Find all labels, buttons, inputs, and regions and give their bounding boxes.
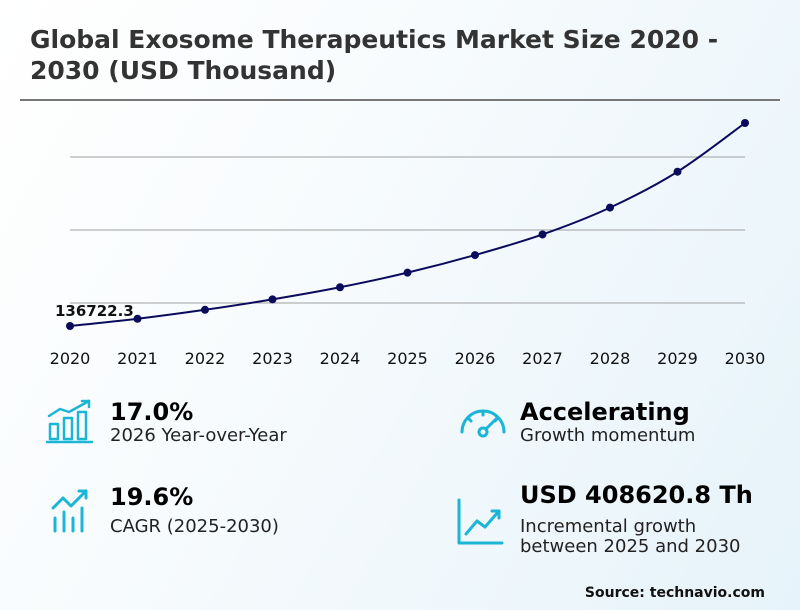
metric-momentum-value: Accelerating — [520, 398, 690, 426]
data-point-2026 — [471, 251, 479, 260]
data-point-2027 — [538, 230, 547, 239]
metric-incremental-label-1: Incremental growth — [520, 516, 697, 537]
data-point-2022 — [201, 305, 209, 314]
speedometer-icon — [460, 409, 506, 438]
x-tick-2021: 2021 — [117, 349, 158, 368]
title-divider — [20, 99, 780, 101]
metric-cagr-value: 19.6% — [110, 483, 194, 511]
x-tick-2030: 2030 — [725, 349, 766, 368]
metric-momentum: Accelerating Growth momentum — [520, 398, 695, 446]
x-tick-2025: 2025 — [387, 349, 428, 368]
metric-yoy: 17.0% 2026 Year-over-Year — [110, 398, 287, 446]
x-tick-2022: 2022 — [185, 349, 226, 368]
data-point-2030 — [741, 119, 749, 127]
x-tick-2026: 2026 — [455, 349, 496, 368]
data-point-2021 — [133, 314, 142, 323]
trend-bars-icon — [51, 489, 88, 533]
data-points — [66, 119, 749, 330]
bar-chart-growth-icon — [46, 399, 94, 444]
metric-incremental-label-2: between 2025 and 2030 — [520, 536, 741, 557]
data-label-2020: 136722.3 — [55, 302, 134, 320]
data-point-2025 — [403, 268, 412, 277]
metric-yoy-value: 17.0% — [110, 398, 194, 426]
line-chart: 2020 2021 2022 2023 2024 2025 2026 2027 2028 2029… — [50, 119, 766, 368]
line-chart-icon — [457, 498, 504, 545]
x-tick-2028: 2028 — [590, 349, 631, 368]
series-line — [69, 122, 746, 327]
gridlines — [70, 156, 745, 304]
x-tick-2027: 2027 — [522, 349, 563, 368]
x-tick-2020: 2020 — [50, 349, 91, 368]
source-credit: Source: technavio.com — [584, 585, 765, 601]
x-tick-2023: 2023 — [252, 349, 293, 368]
x-axis-ticks: 2020 2021 2022 2023 2024 2025 2026 2027 2028 2029… — [50, 349, 766, 368]
x-tick-2024: 2024 — [320, 349, 361, 368]
metric-incremental-value: USD 408620.8 Th — [520, 481, 753, 509]
metric-yoy-label: 2026 Year-over-Year — [110, 425, 287, 446]
metric-cagr: 19.6% CAGR (2025-2030) — [110, 483, 279, 537]
data-point-2020 — [66, 322, 74, 330]
data-point-2024 — [336, 283, 344, 292]
metric-incremental: USD 408620.8 Th Incremental growth betwe… — [520, 481, 753, 557]
metric-momentum-label: Growth momentum — [520, 425, 696, 446]
data-point-2023 — [268, 295, 277, 304]
data-point-2028 — [606, 203, 614, 212]
chart-title: Global Exosome Therapeutics Market Size … — [30, 25, 719, 85]
metric-cagr-label: CAGR (2025-2030) — [110, 516, 279, 537]
x-tick-2029: 2029 — [657, 349, 698, 368]
data-point-2029 — [673, 167, 682, 176]
